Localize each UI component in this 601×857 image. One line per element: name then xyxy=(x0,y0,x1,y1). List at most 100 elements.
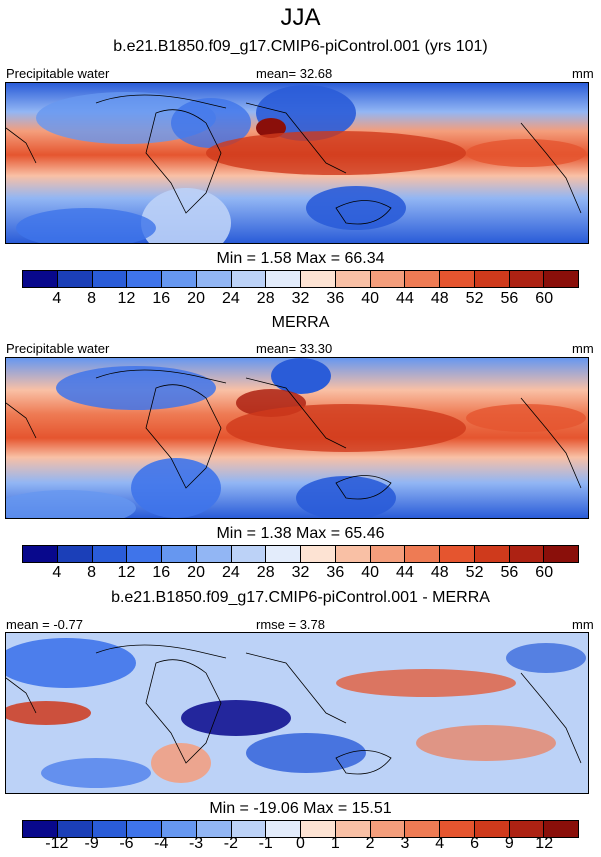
colorbar-tick-label: 4 xyxy=(52,564,62,581)
colorbar-tick-label: 56 xyxy=(500,564,519,581)
colorbar-tick-label: 16 xyxy=(152,290,171,307)
colorbar-swatch xyxy=(544,271,578,287)
colorbar-swatch xyxy=(474,546,510,562)
colorbar-swatch xyxy=(127,271,162,287)
colorbar-tick-label: 4 xyxy=(435,835,445,852)
units-label: mm xyxy=(572,617,594,632)
colorbar-swatch xyxy=(196,271,232,287)
colorbar xyxy=(22,820,579,838)
colorbar-tick-label: -2 xyxy=(223,835,238,852)
map-model xyxy=(5,82,589,244)
colorbar-tick-label: -12 xyxy=(45,835,69,852)
colorbar-tick-label: 48 xyxy=(430,564,449,581)
colorbar-tick-label: 9 xyxy=(504,835,514,852)
panel-title: b.e21.B1850.f09_g17.CMIP6-piControl.001 … xyxy=(111,589,490,606)
colorbar-swatch xyxy=(335,271,371,287)
colorbar-swatch xyxy=(196,546,232,562)
colorbar-tick-label: -1 xyxy=(258,835,273,852)
colorbar-tick-label: 4 xyxy=(52,290,62,307)
colorbar-swatch xyxy=(405,821,440,837)
mean-label: mean= 32.68 xyxy=(256,66,333,81)
colorbar-swatch xyxy=(127,821,162,837)
colorbar-tick-label: 8 xyxy=(87,564,97,581)
colorbar-swatch xyxy=(231,271,267,287)
colorbar-swatch xyxy=(509,546,545,562)
colorbar-swatch xyxy=(266,546,301,562)
colorbar-tick-label: -9 xyxy=(84,835,99,852)
colorbar-swatch xyxy=(231,546,267,562)
colorbar-tick-label: 20 xyxy=(187,290,205,307)
stats-text: Min = -19.06 Max = 15.51 xyxy=(209,800,392,817)
colorbar-tick-label: 2 xyxy=(365,835,375,852)
colorbar-swatch xyxy=(301,546,336,562)
colorbar-tick-label: 40 xyxy=(361,564,380,581)
colorbar-tick-label: 36 xyxy=(326,290,345,307)
colorbar-tick-label: -4 xyxy=(154,835,169,852)
colorbar-swatch xyxy=(474,821,510,837)
left-label: Precipitable water xyxy=(6,341,110,356)
colorbar-tick-label: -3 xyxy=(188,835,204,852)
colorbar-tick-label: 12 xyxy=(117,290,136,307)
colorbar-tick-label: 44 xyxy=(396,564,414,581)
colorbar-tick-label: 24 xyxy=(221,290,240,307)
stats-text: Min = 1.38 Max = 65.46 xyxy=(216,525,385,542)
colorbar-swatch xyxy=(301,821,336,837)
colorbar-tick-label: 1 xyxy=(330,835,340,852)
figure-title: JJA xyxy=(280,4,321,31)
colorbar-tick-label: 20 xyxy=(187,564,205,581)
colorbar-tick-label: 52 xyxy=(465,564,484,581)
colorbar-ticks: 4 8 12 16 20 24 28 32 36 40 44 48 52 56 60 xyxy=(22,290,579,310)
colorbar-swatch xyxy=(92,821,128,837)
colorbar-tick-label: 12 xyxy=(117,564,136,581)
colorbar-swatch xyxy=(92,546,128,562)
mean-label: mean= 33.30 xyxy=(256,341,333,356)
colorbar-swatch xyxy=(162,546,197,562)
stats-text: Min = 1.58 Max = 66.34 xyxy=(216,250,385,267)
colorbar-tick-label: 0 xyxy=(296,835,305,852)
colorbar-swatch xyxy=(335,546,371,562)
mean-label: mean = -0.77 xyxy=(6,617,83,632)
colorbar-tick-label: 12 xyxy=(535,835,554,852)
units-label: mm xyxy=(572,66,594,81)
colorbar-swatch xyxy=(544,821,578,837)
colorbar-tick-label: 8 xyxy=(87,290,97,307)
colorbar-swatch xyxy=(370,271,406,287)
colorbar-swatch xyxy=(509,821,545,837)
units-label: mm xyxy=(572,341,594,356)
colorbar-swatch xyxy=(509,271,545,287)
colorbar-swatch xyxy=(162,821,197,837)
panel-title: MERRA xyxy=(271,314,330,331)
colorbar-tick-label: 3 xyxy=(400,835,410,852)
colorbar-tick-label: 16 xyxy=(152,564,171,581)
colorbar-ticks: -12 -9 -6 -4 -3 -2 -1 0 1 2 3 4 6 9 12 xyxy=(22,835,579,855)
colorbar-tick-label: 36 xyxy=(326,564,345,581)
rmse-label: rmse = 3.78 xyxy=(256,617,326,632)
colorbar-swatch xyxy=(370,821,406,837)
colorbar-swatch xyxy=(196,821,232,837)
colorbar-swatch xyxy=(92,271,128,287)
colorbar-tick-label: 32 xyxy=(291,290,310,307)
map-obs xyxy=(5,357,589,519)
colorbar-swatch xyxy=(370,546,406,562)
colorbar-swatch xyxy=(405,271,440,287)
colorbar-tick-label: 60 xyxy=(535,290,554,307)
colorbar-swatch xyxy=(266,271,301,287)
colorbar-swatch xyxy=(127,546,162,562)
colorbar-ticks: 4 8 12 16 20 24 28 32 36 40 44 48 52 56 60 xyxy=(22,564,579,584)
colorbar-tick-label: 40 xyxy=(361,290,380,307)
colorbar-swatch xyxy=(231,821,267,837)
colorbar-swatch xyxy=(544,546,578,562)
colorbar-swatch xyxy=(57,271,93,287)
colorbar xyxy=(22,545,579,563)
colorbar-swatch xyxy=(301,271,336,287)
colorbar-tick-label: 56 xyxy=(500,290,519,307)
colorbar-tick-label: 28 xyxy=(256,564,275,581)
map-diff xyxy=(5,632,589,794)
colorbar-tick-label: 52 xyxy=(465,290,484,307)
colorbar-tick-label: 28 xyxy=(256,290,275,307)
colorbar-swatch xyxy=(440,546,475,562)
colorbar-swatch xyxy=(162,271,197,287)
colorbar-swatch xyxy=(57,821,93,837)
colorbar-swatch xyxy=(335,821,371,837)
colorbar-swatch xyxy=(23,271,58,287)
